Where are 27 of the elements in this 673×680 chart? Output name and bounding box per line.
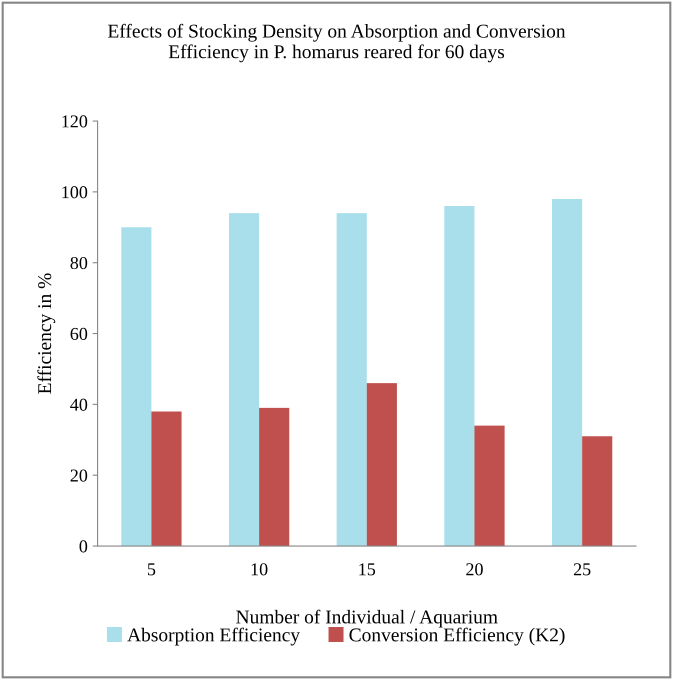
y-tick-label: 0 xyxy=(80,540,88,552)
x-tick-label: 10 xyxy=(252,563,268,576)
x-axis-title: Number of Individual / Aquarium xyxy=(236,610,498,628)
y-tick-label: 40 xyxy=(70,398,88,411)
y-tick-label: 20 xyxy=(70,469,88,482)
bar xyxy=(582,436,612,546)
bar xyxy=(474,426,505,546)
legend-label: Absorption Efficiency xyxy=(127,628,300,646)
legend-label: Conversion Efficiency (K2) xyxy=(349,628,565,646)
bar xyxy=(336,213,367,546)
bar xyxy=(552,198,582,546)
bar xyxy=(366,383,397,546)
x-tick-label: 20 xyxy=(466,563,483,576)
y-tick-label: 100 xyxy=(62,186,88,198)
bar xyxy=(259,408,290,546)
x-tick-label: 25 xyxy=(574,563,590,576)
chart-title: Effects of Stocking Density on Absorption and Conversion Efficiency in P. homarus reared for 60 days xyxy=(108,24,566,62)
x-tick-label: 15 xyxy=(359,563,376,576)
y-tick-label: 120 xyxy=(62,115,88,128)
bar xyxy=(444,206,474,546)
bar xyxy=(121,227,152,546)
y-tick-label: 80 xyxy=(70,256,88,270)
bar xyxy=(228,213,260,546)
bar xyxy=(151,411,182,546)
x-tick-label: 5 xyxy=(148,563,156,576)
y-tick-label: 60 xyxy=(70,328,88,340)
y-axis-title: Efficiency in % xyxy=(37,273,56,394)
